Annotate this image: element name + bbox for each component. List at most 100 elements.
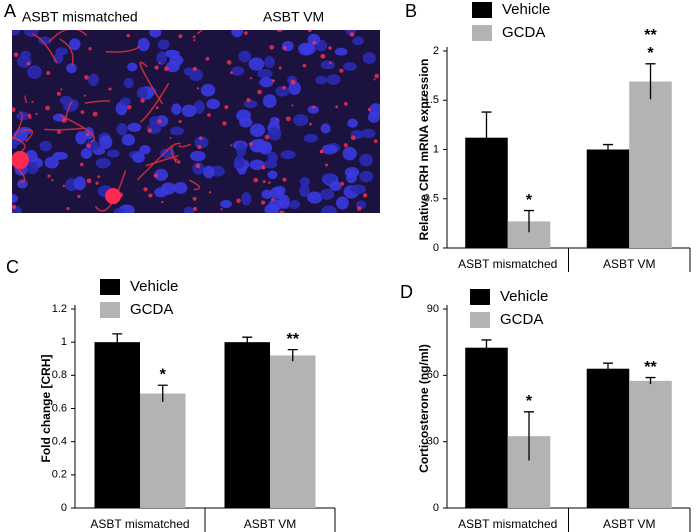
significance-label: * (647, 45, 654, 62)
puncta (246, 97, 251, 103)
error-bar (112, 333, 123, 351)
legend-swatch (472, 2, 492, 18)
nucleus (136, 87, 148, 99)
nucleus (236, 143, 247, 157)
puncta (290, 79, 296, 85)
puncta (230, 144, 233, 147)
nucleus (127, 122, 142, 132)
nucleus (344, 166, 360, 178)
significance-label: * (526, 393, 533, 410)
puncta (46, 71, 51, 75)
y-tick-label: 0 (433, 242, 439, 254)
nucleus (121, 133, 136, 146)
fiber (44, 127, 85, 131)
nucleus (342, 146, 357, 161)
puncta (262, 180, 266, 184)
puncta (253, 177, 259, 183)
legend-swatch (100, 279, 120, 295)
puncta (176, 160, 181, 164)
puncta (373, 78, 376, 81)
nucleus (334, 47, 348, 56)
legend-swatch (470, 289, 490, 305)
y-tick-label: 0 (61, 502, 67, 514)
nucleus (343, 62, 357, 71)
nucleus (238, 50, 252, 63)
nucleus (157, 39, 170, 50)
nucleus (106, 149, 120, 158)
micrograph-label: ASBT VM (263, 9, 324, 25)
micrograph-label: ASBT mismatched (22, 9, 138, 25)
puncta (261, 165, 266, 170)
nucleus (68, 38, 81, 51)
nucleus (264, 56, 275, 68)
nucleus (16, 111, 30, 121)
x-tick-label: ASBT mismatched (458, 517, 557, 531)
error-bar (481, 111, 492, 164)
y-tick-label: 60 (427, 369, 439, 381)
nucleus (156, 51, 167, 66)
bar (270, 355, 316, 508)
nucleus (99, 135, 113, 150)
bar (629, 81, 672, 248)
puncta (276, 30, 280, 32)
y-tick-label: 1 (61, 336, 67, 348)
puncta (80, 162, 84, 167)
y-tick-label: 1 (433, 143, 439, 155)
y-tick-label: 0.5 (424, 193, 439, 205)
nucleus (261, 189, 273, 199)
nucleus (326, 74, 341, 85)
legend-label: Vehicle (130, 278, 178, 295)
fiber (12, 110, 23, 140)
nucleus (173, 182, 188, 194)
nucleus (193, 100, 205, 114)
x-tick-label: ASBT VM (603, 517, 655, 531)
error-bar (157, 384, 168, 402)
nucleus (288, 81, 301, 95)
puncta (47, 174, 51, 178)
puncta (373, 139, 378, 144)
nucleus (307, 105, 319, 114)
legend-label: GCDA (500, 311, 543, 328)
nucleus (55, 47, 69, 56)
puncta (356, 206, 362, 211)
puncta (261, 200, 266, 205)
puncta (208, 191, 212, 194)
y-tick-label: 0.8 (52, 369, 67, 381)
puncta (269, 44, 275, 50)
puncta (143, 187, 148, 192)
nucleus (359, 153, 373, 167)
puncta (325, 163, 328, 167)
nucleus (154, 168, 169, 181)
nucleus (280, 150, 296, 160)
nucleus (362, 52, 376, 64)
nucleus (139, 145, 151, 155)
puncta (374, 73, 380, 79)
error-bar (645, 63, 656, 100)
significance-label: ** (644, 359, 657, 376)
puncta (13, 52, 19, 57)
y-axis-label: Relative CRH mRNA expression (417, 59, 431, 241)
nucleus (249, 123, 266, 137)
y-tick-label: 90 (427, 303, 439, 315)
nucleus (319, 188, 335, 201)
nucleus (267, 127, 282, 141)
nucleus (255, 138, 267, 153)
nucleus (27, 65, 42, 80)
nucleus (289, 199, 300, 210)
y-tick-label: 1.5 (424, 94, 439, 106)
nucleus (259, 77, 274, 88)
x-tick-label: ASBT VM (244, 517, 296, 531)
puncta (51, 178, 54, 182)
puncta (83, 94, 86, 97)
fiber (136, 145, 173, 181)
fiber (48, 30, 88, 43)
fiber (31, 33, 58, 64)
puncta (307, 30, 312, 33)
nucleus (23, 30, 39, 37)
nucleus (239, 116, 253, 128)
bar (465, 347, 508, 508)
cell-body (12, 151, 29, 169)
puncta (328, 61, 332, 65)
nucleus (119, 97, 132, 106)
significance-label: * (160, 367, 167, 384)
